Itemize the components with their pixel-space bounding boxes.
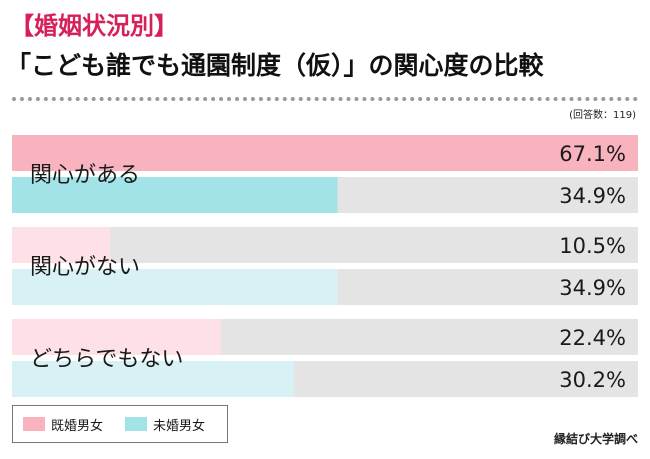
dotted-divider — [12, 97, 638, 101]
category-label-neutral: どちらでもない — [30, 347, 183, 372]
bar-neutral-unmarried — [12, 361, 294, 397]
value-label-neutral-unmarried: 30.2% — [559, 368, 626, 392]
legend: 既婚男女 未婚男女 — [12, 405, 228, 443]
bar-neutral-married — [12, 319, 221, 355]
legend-label-married: 既婚男女 — [51, 418, 104, 434]
value-label-not-interested-married: 10.5% — [559, 234, 626, 258]
legend-item-married: 既婚男女 — [23, 416, 104, 434]
value-label-interested-married: 67.1% — [559, 142, 626, 166]
value-label-not-interested-unmarried: 34.9% — [559, 276, 626, 300]
bar-interested-unmarried — [12, 177, 338, 213]
category-label-not-interested: 関心がない — [30, 255, 140, 280]
bar-not-interested-unmarried — [12, 269, 338, 305]
bar-not-interested-married — [12, 227, 110, 263]
chart-subtitle-tag: 【婚姻状況別】 — [10, 12, 178, 40]
bar-interested-married — [12, 135, 638, 171]
legend-swatch-married — [23, 417, 45, 431]
respondent-count-note: (回答数：119) — [569, 110, 636, 121]
value-label-neutral-married: 22.4% — [559, 326, 626, 350]
legend-label-unmarried: 未婚男女 — [153, 418, 206, 434]
legend-swatch-unmarried — [125, 417, 147, 431]
legend-item-unmarried: 未婚男女 — [125, 416, 206, 434]
chart-title: 「こども誰でも通園制度（仮）」の関心度の比較 — [6, 51, 544, 80]
category-label-interested: 関心がある — [30, 163, 140, 188]
value-label-interested-unmarried: 34.9% — [559, 184, 626, 208]
bar-track-not-interested-married — [12, 227, 638, 263]
source-credit: 縁結び大学調べ — [553, 432, 638, 446]
